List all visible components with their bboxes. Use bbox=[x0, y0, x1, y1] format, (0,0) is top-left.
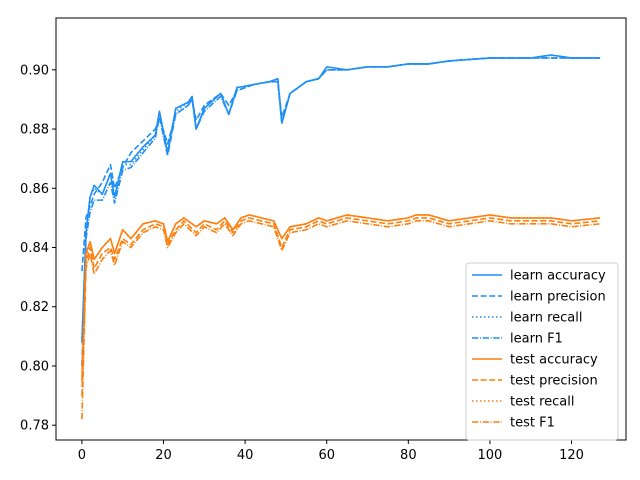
y-tick-label: 0.84 bbox=[20, 241, 49, 256]
y-tick-label: 0.78 bbox=[20, 419, 49, 434]
legend-label: learn accuracy bbox=[510, 269, 606, 284]
x-tick-label: 0 bbox=[78, 448, 86, 463]
y-axis: 0.78 0.80 0.82 0.84 0.86 0.88 0.90 bbox=[20, 63, 56, 434]
x-tick-label: 100 bbox=[478, 448, 503, 463]
legend-box bbox=[465, 262, 619, 441]
series-line-learn-f1 bbox=[81, 57, 601, 366]
x-tick-label: 60 bbox=[318, 448, 335, 463]
series-layer bbox=[81, 54, 601, 420]
plot-area-frame bbox=[55, 17, 627, 441]
y-tick-label: 0.86 bbox=[20, 182, 49, 197]
x-axis: 0 20 40 60 80 100 120 bbox=[78, 440, 584, 463]
x-tick-label: 40 bbox=[237, 448, 254, 463]
legend-label: test F1 bbox=[510, 416, 555, 431]
legend: learn accuracy learn precision learn recal… bbox=[465, 262, 619, 441]
legend-label: learn precision bbox=[510, 290, 606, 305]
y-tick-label: 0.88 bbox=[20, 123, 49, 138]
series-line-test-f1 bbox=[81, 220, 601, 420]
legend-label: learn recall bbox=[510, 311, 582, 326]
legend-label: learn F1 bbox=[510, 332, 563, 347]
x-tick-label: 80 bbox=[400, 448, 417, 463]
x-tick-label: 20 bbox=[155, 448, 172, 463]
y-tick-label: 0.82 bbox=[20, 300, 49, 315]
legend-label: test precision bbox=[510, 374, 598, 389]
series-line-test-precision bbox=[81, 217, 601, 396]
series-line-test-recall bbox=[81, 214, 601, 381]
x-tick-label: 120 bbox=[559, 448, 584, 463]
legend-label: test recall bbox=[510, 395, 575, 410]
y-tick-label: 0.80 bbox=[20, 359, 49, 374]
legend-label: test accuracy bbox=[510, 353, 598, 368]
y-tick-label: 0.90 bbox=[20, 63, 49, 78]
